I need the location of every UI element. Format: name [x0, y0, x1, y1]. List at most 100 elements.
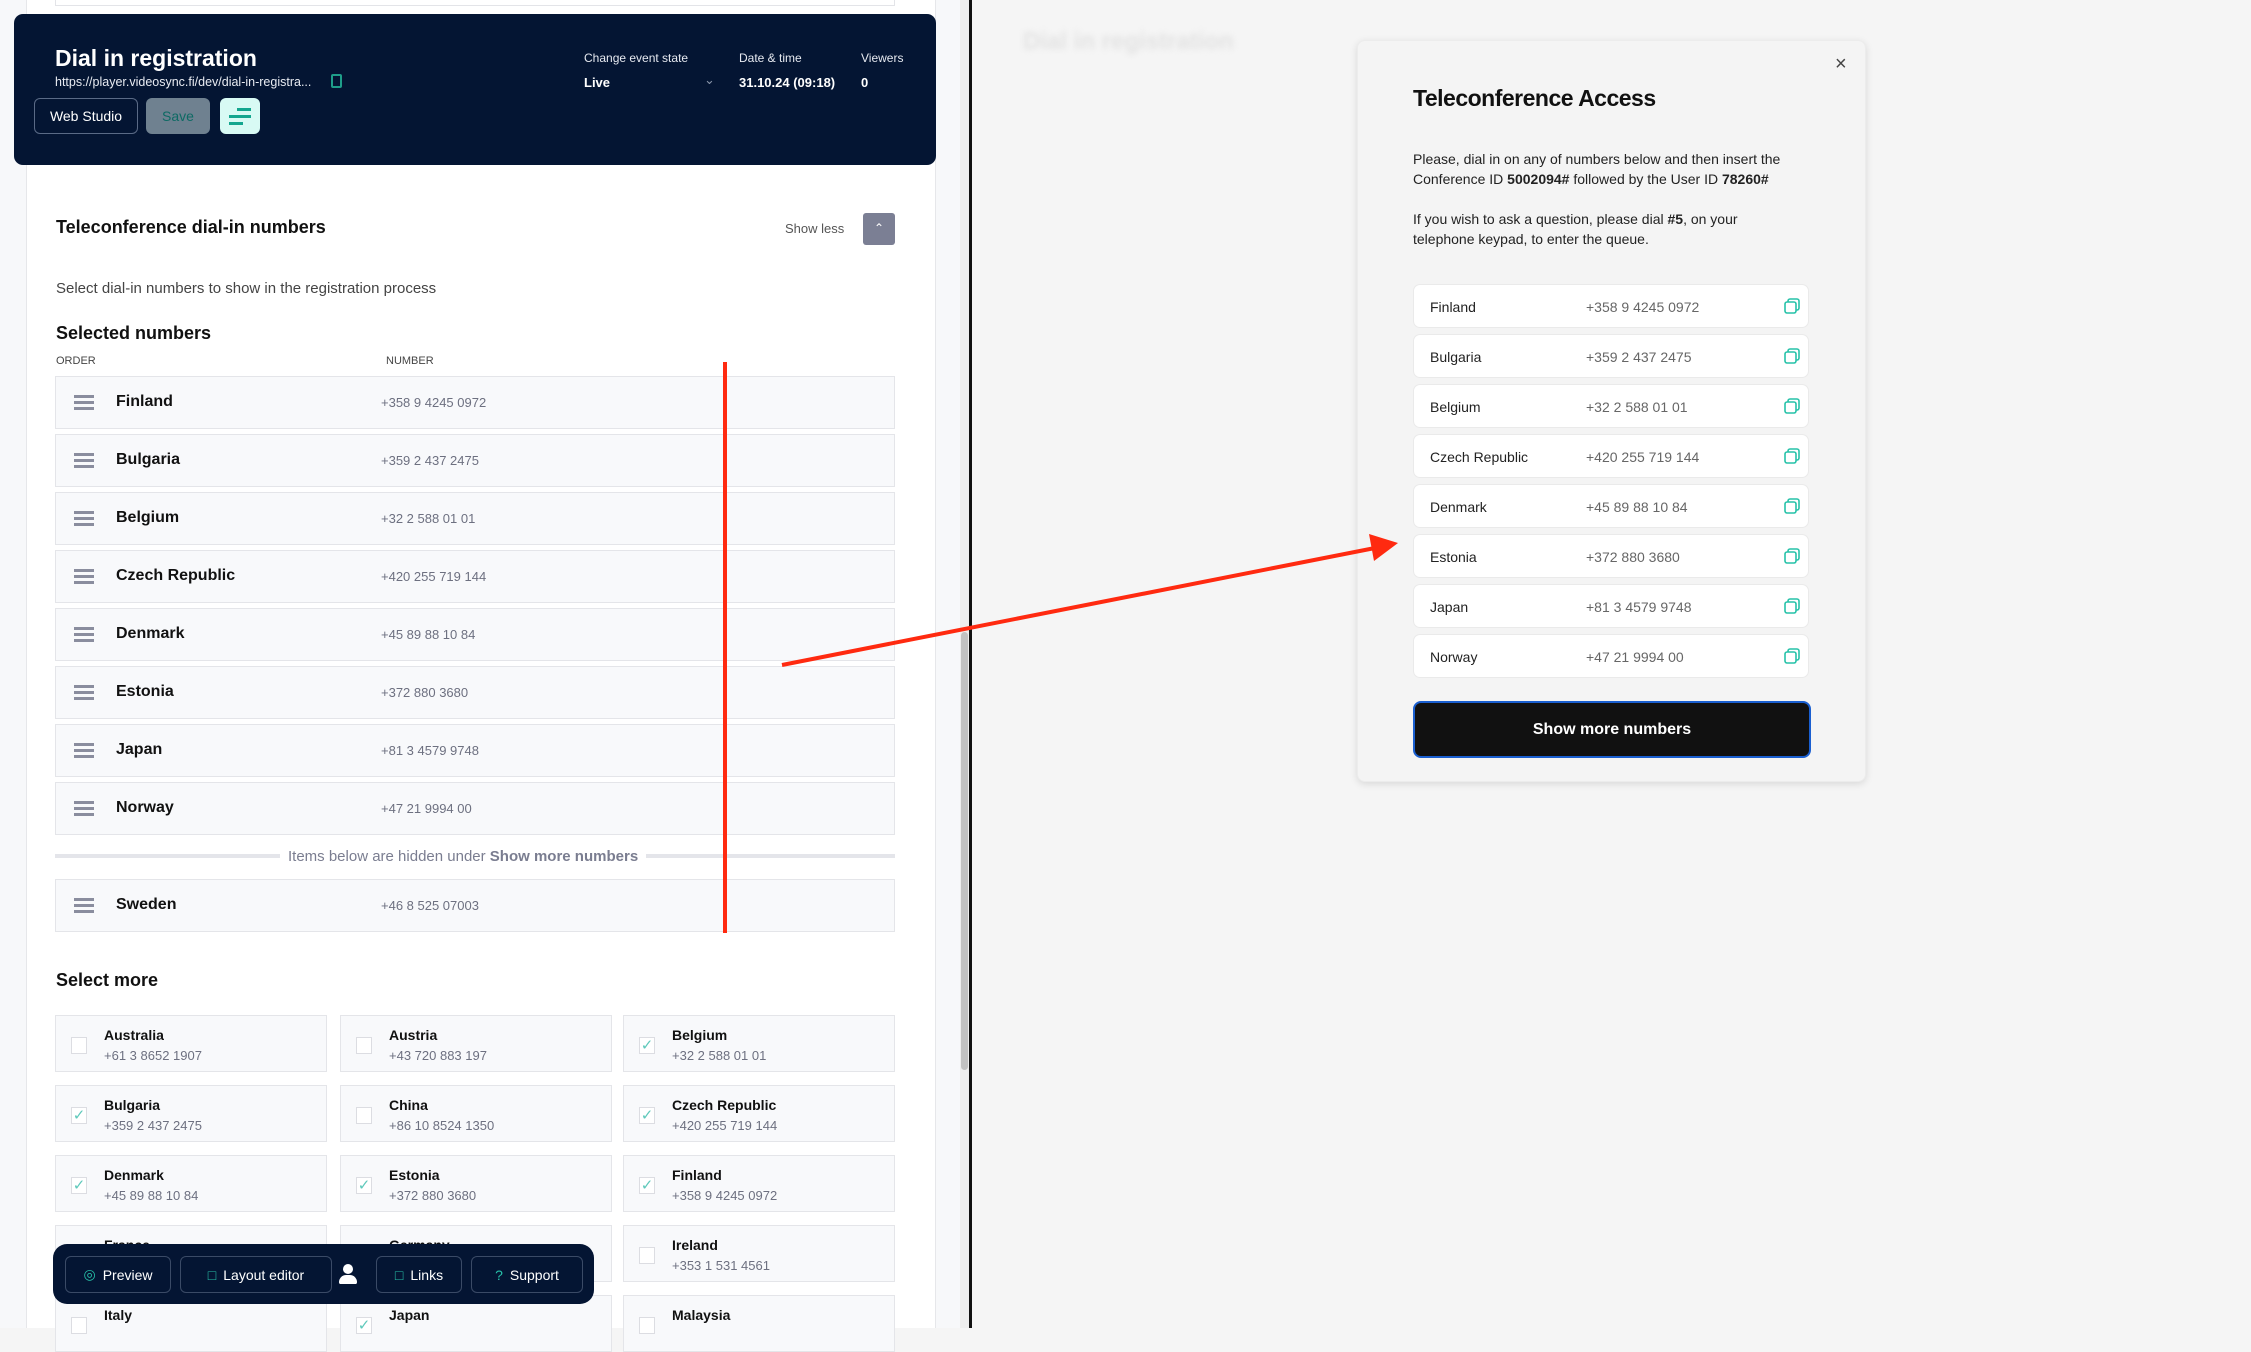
option-country: Estonia: [389, 1167, 440, 1183]
web-studio-button[interactable]: Web Studio: [34, 98, 138, 134]
hidden-divider-text: Items below are hidden under Show more n…: [280, 848, 647, 865]
modal-instructions: Please, dial in on any of numbers below …: [1413, 149, 1833, 189]
checkbox[interactable]: ✓: [639, 1177, 655, 1194]
row-country: Estonia: [116, 683, 174, 700]
divider-bold: Show more numbers: [489, 848, 639, 865]
row-country: Norway: [116, 799, 174, 816]
select-more-option[interactable]: Australia +61 3 8652 1907: [55, 1015, 327, 1072]
divider-prefix: Items below are hidden under: [288, 848, 490, 865]
row-number: +45 89 88 10 84: [381, 627, 476, 642]
option-number: +43 720 883 197: [389, 1048, 487, 1063]
row-country: Belgium: [1430, 399, 1481, 415]
copy-icon[interactable]: [1784, 448, 1800, 465]
select-more-option[interactable]: ✓ Estonia +372 880 3680: [340, 1155, 612, 1212]
section-description: Select dial-in numbers to show in the re…: [56, 280, 437, 297]
checkbox[interactable]: ✓: [71, 1107, 87, 1124]
checkbox[interactable]: [356, 1107, 372, 1124]
select-more-option[interactable]: ✓ Bulgaria +359 2 437 2475: [55, 1085, 327, 1142]
drag-handle-icon[interactable]: [74, 743, 94, 758]
checkbox[interactable]: ✓: [356, 1177, 372, 1194]
selected-number-row[interactable]: Bulgaria +359 2 437 2475: [55, 434, 895, 487]
drag-handle-icon[interactable]: [74, 395, 94, 410]
chevron-up-icon: ⌃: [873, 221, 885, 235]
row-number: +32 2 588 01 01: [1586, 399, 1688, 415]
annotation-arrowhead: [1369, 534, 1398, 561]
checkbox[interactable]: [71, 1037, 87, 1054]
event-url[interactable]: https://player.videosync.fi/dev/dial-in-…: [55, 75, 312, 89]
selected-number-row[interactable]: Belgium +32 2 588 01 01: [55, 492, 895, 545]
collapse-button[interactable]: ⌃: [863, 213, 895, 245]
option-country: Japan: [389, 1307, 430, 1323]
show-more-numbers-button[interactable]: Show more numbers: [1413, 701, 1811, 758]
save-button[interactable]: Save: [146, 98, 210, 134]
layout-editor-button[interactable]: □ Layout editor: [180, 1256, 332, 1293]
menu-button[interactable]: [220, 98, 260, 134]
select-more-option[interactable]: China +86 10 8524 1350: [340, 1085, 612, 1142]
checkbox[interactable]: [639, 1247, 655, 1264]
row-number: +359 2 437 2475: [381, 453, 479, 468]
question-icon: ?: [495, 1266, 503, 1283]
drag-handle-icon[interactable]: [74, 801, 94, 816]
copy-icon[interactable]: [1784, 398, 1800, 415]
user-icon[interactable]: [339, 1264, 357, 1284]
select-more-option[interactable]: ✓ Belgium +32 2 588 01 01: [623, 1015, 895, 1072]
select-more-option[interactable]: ✓ Czech Republic +420 255 719 144: [623, 1085, 895, 1142]
teleconference-modal: × Teleconference Access Please, dial in …: [1357, 40, 1866, 782]
dial-code: #5: [1667, 211, 1684, 227]
select-more-option[interactable]: ✓ Finland +358 9 4245 0972: [623, 1155, 895, 1212]
checkbox[interactable]: ✓: [71, 1177, 87, 1194]
preview-button[interactable]: ◎ Preview: [65, 1256, 171, 1293]
checkbox[interactable]: ✓: [639, 1107, 655, 1124]
row-number: +358 9 4245 0972: [381, 395, 487, 410]
pane-divider[interactable]: [969, 0, 972, 1328]
copy-icon[interactable]: [1784, 548, 1800, 565]
option-country: Bulgaria: [104, 1097, 161, 1113]
copy-icon[interactable]: [1784, 348, 1800, 365]
close-icon[interactable]: ×: [1835, 53, 1847, 75]
links-button[interactable]: □ Links: [376, 1256, 462, 1293]
selected-number-row[interactable]: Estonia +372 880 3680: [55, 666, 895, 719]
drag-handle-icon[interactable]: [74, 898, 94, 913]
checkbox[interactable]: ✓: [639, 1037, 655, 1054]
viewers-value: 0: [861, 75, 869, 90]
blurred-preview-title: Dial in registration: [1023, 28, 1234, 55]
option-number: +32 2 588 01 01: [672, 1048, 767, 1063]
drag-handle-icon[interactable]: [74, 453, 94, 468]
dial-in-number-row: Czech Republic +420 255 719 144: [1413, 434, 1809, 478]
drag-handle-icon[interactable]: [74, 511, 94, 526]
option-country: China: [389, 1097, 428, 1113]
drag-handle-icon[interactable]: [74, 569, 94, 584]
selected-number-row[interactable]: Denmark +45 89 88 10 84: [55, 608, 895, 661]
copy-icon[interactable]: [331, 74, 342, 88]
preview-label: Preview: [102, 1266, 153, 1283]
support-button[interactable]: ? Support: [471, 1256, 583, 1293]
date-label: Date & time: [739, 51, 802, 65]
event-state-select[interactable]: Live ⌄: [584, 72, 724, 94]
copy-icon[interactable]: [1784, 298, 1800, 315]
selected-number-row[interactable]: Japan +81 3 4579 9748: [55, 724, 895, 777]
row-number: +358 9 4245 0972: [1586, 299, 1700, 315]
option-country: Denmark: [104, 1167, 164, 1183]
row-country: Japan: [1430, 599, 1469, 615]
selected-number-row[interactable]: Finland +358 9 4245 0972: [55, 376, 895, 429]
show-less-link[interactable]: Show less: [785, 221, 845, 236]
select-more-option[interactable]: Austria +43 720 883 197: [340, 1015, 612, 1072]
previous-card: [55, 0, 895, 6]
drag-handle-icon[interactable]: [74, 685, 94, 700]
option-country: Belgium: [672, 1027, 728, 1043]
scrollbar-thumb[interactable]: [961, 632, 968, 1070]
copy-icon[interactable]: [1784, 648, 1800, 665]
drag-handle-icon[interactable]: [74, 627, 94, 642]
copy-icon[interactable]: [1784, 598, 1800, 615]
checkbox[interactable]: [356, 1037, 372, 1054]
date-value: 31.10.24 (09:18): [739, 75, 836, 90]
selected-number-row[interactable]: Norway +47 21 9994 00: [55, 782, 895, 835]
copy-icon[interactable]: [1784, 498, 1800, 515]
selected-number-row[interactable]: Czech Republic +420 255 719 144: [55, 550, 895, 603]
row-country: Estonia: [1430, 549, 1477, 565]
row-number: +81 3 4579 9748: [381, 743, 479, 758]
selected-number-row[interactable]: Sweden +46 8 525 07003: [55, 879, 895, 932]
select-more-option[interactable]: Ireland +353 1 531 4561: [623, 1225, 895, 1282]
select-more-option[interactable]: ✓ Denmark +45 89 88 10 84: [55, 1155, 327, 1212]
